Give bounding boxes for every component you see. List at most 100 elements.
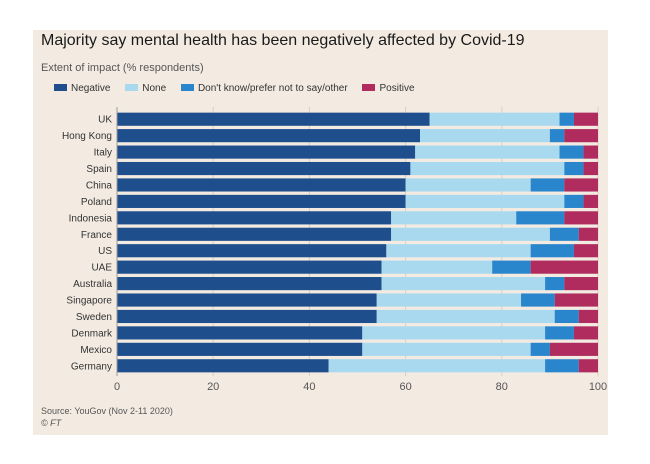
category-label-uk: UK <box>98 115 112 126</box>
bar-italy-none <box>415 145 560 159</box>
credit-note: © FT <box>41 418 62 428</box>
category-label-us: US <box>98 246 112 257</box>
legend-label-none: None <box>142 83 167 94</box>
category-label-denmark: Denmark <box>71 328 113 339</box>
bar-indonesia-negative <box>117 211 392 225</box>
bar-spain-positive <box>583 161 598 176</box>
bar-sweden-don-t-know-prefer-not-to-say-other <box>554 309 579 324</box>
category-label-spain: Spain <box>86 164 112 175</box>
legend-swatch-positive <box>362 84 376 91</box>
bar-uk-positive <box>573 112 598 126</box>
category-label-singapore: Singapore <box>66 296 112 307</box>
chart-subtitle: Extent of impact (% respondents) <box>41 62 204 74</box>
bar-hong-kong-negative <box>117 129 421 143</box>
bar-france-none <box>391 227 550 241</box>
category-label-indonesia: Indonesia <box>69 213 113 224</box>
x-tick-label-0: 0 <box>114 381 120 393</box>
bar-france-positive <box>578 227 598 241</box>
bar-australia-none <box>381 277 546 291</box>
bar-mexico-don-t-know-prefer-not-to-say-other <box>530 342 550 356</box>
x-tick-label-100: 100 <box>589 381 607 393</box>
bar-us-negative <box>117 244 387 258</box>
bar-uae-negative <box>117 260 382 274</box>
bar-germany-negative <box>117 359 329 373</box>
bar-uae-none <box>381 260 493 274</box>
bar-us-positive <box>573 244 598 258</box>
legend-label-dont-know: Don't know/prefer not to say/other <box>197 83 348 94</box>
legend-label-negative: Negative <box>71 83 111 94</box>
bar-china-positive <box>564 178 598 192</box>
category-label-sweden: Sweden <box>76 312 112 323</box>
bar-australia-don-t-know-prefer-not-to-say-other <box>545 277 565 291</box>
bar-singapore-none <box>376 293 522 307</box>
bar-denmark-none <box>362 326 546 340</box>
category-label-hong-kong: Hong Kong <box>62 131 112 142</box>
source-note: Source: YouGov (Nov 2-11 2020) <box>41 406 173 416</box>
bar-france-negative <box>117 227 392 241</box>
bar-singapore-positive <box>554 293 598 307</box>
category-label-australia: Australia <box>73 279 112 290</box>
x-tick-label-80: 80 <box>496 381 508 393</box>
bar-uae-positive <box>530 260 598 274</box>
bar-mexico-positive <box>549 342 598 356</box>
bar-italy-don-t-know-prefer-not-to-say-other <box>559 145 584 159</box>
bar-uae-don-t-know-prefer-not-to-say-other <box>492 260 531 274</box>
legend-swatch-none <box>125 84 139 91</box>
bar-poland-positive <box>583 194 598 208</box>
bar-spain-don-t-know-prefer-not-to-say-other <box>564 161 584 176</box>
legend-label-positive: Positive <box>379 83 415 94</box>
legend-item-none: None <box>125 83 166 94</box>
legend-item-negative: Negative <box>54 83 110 94</box>
category-label-china: China <box>86 180 113 191</box>
category-label-germany: Germany <box>71 361 112 372</box>
bar-italy-positive <box>583 145 598 159</box>
bar-china-don-t-know-prefer-not-to-say-other <box>530 178 565 192</box>
bar-mexico-none <box>362 342 531 356</box>
legend-item-dont-know: Don't know/prefer not to say/other <box>180 83 348 94</box>
bar-france-don-t-know-prefer-not-to-say-other <box>549 227 579 241</box>
bar-poland-none <box>405 194 565 208</box>
bar-indonesia-don-t-know-prefer-not-to-say-other <box>516 211 565 225</box>
bar-us-don-t-know-prefer-not-to-say-other <box>530 244 574 258</box>
bar-hong-kong-none <box>420 129 550 143</box>
category-label-france: France <box>81 230 113 241</box>
bar-denmark-positive <box>573 326 598 340</box>
bar-uk-none <box>429 112 560 126</box>
bar-sweden-negative <box>117 309 377 324</box>
bar-china-negative <box>117 178 406 192</box>
x-tick-label-60: 60 <box>399 381 411 393</box>
bar-hong-kong-positive <box>564 129 598 143</box>
chart-title: Majority say mental health has been nega… <box>41 32 525 49</box>
category-label-italy: Italy <box>94 148 112 159</box>
bar-singapore-negative <box>117 293 377 307</box>
bar-china-none <box>405 178 531 192</box>
bar-indonesia-positive <box>564 211 598 225</box>
bar-mexico-negative <box>117 342 363 356</box>
category-label-mexico: Mexico <box>80 345 112 356</box>
bar-poland-negative <box>117 194 406 208</box>
bar-uk-negative <box>117 112 430 126</box>
bar-germany-positive <box>578 359 598 373</box>
bar-indonesia-none <box>391 211 517 225</box>
bar-spain-none <box>410 161 565 176</box>
bar-sweden-none <box>376 309 555 324</box>
bar-us-none <box>386 244 531 258</box>
bar-australia-negative <box>117 277 382 291</box>
legend-swatch-negative <box>54 84 67 91</box>
bar-spain-negative <box>117 161 411 176</box>
bar-australia-positive <box>564 277 598 291</box>
bar-denmark-don-t-know-prefer-not-to-say-other <box>545 326 574 340</box>
x-tick-label-20: 20 <box>207 381 219 393</box>
bar-germany-none <box>328 359 546 373</box>
bar-denmark-negative <box>117 326 363 340</box>
category-label-poland: Poland <box>81 197 112 208</box>
bar-uk-don-t-know-prefer-not-to-say-other <box>559 112 574 126</box>
bar-sweden-positive <box>578 309 598 324</box>
legend: Negative None Don't know/prefer not to s… <box>54 83 427 94</box>
bar-poland-don-t-know-prefer-not-to-say-other <box>564 194 584 208</box>
category-label-uae: UAE <box>91 263 112 274</box>
legend-swatch-dont-know <box>180 84 194 91</box>
legend-item-positive: Positive <box>362 83 415 94</box>
bar-hong-kong-don-t-know-prefer-not-to-say-other <box>549 129 565 143</box>
